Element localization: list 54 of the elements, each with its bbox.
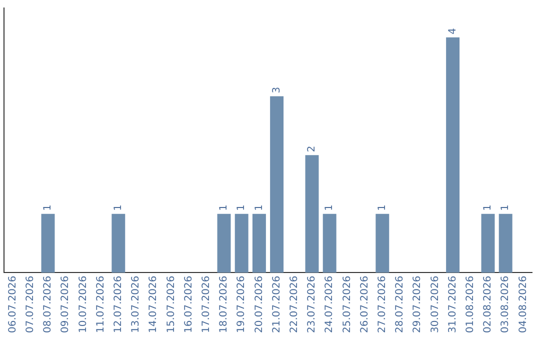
bar <box>446 37 460 273</box>
x-tick-label: 29.07.2026 <box>412 276 424 334</box>
bar <box>322 214 336 273</box>
x-tick-label: 14.07.2026 <box>148 276 160 334</box>
data-label: 1 <box>254 204 265 211</box>
x-tick-label: 28.07.2026 <box>394 276 406 334</box>
x-tick-label: 11.07.2026 <box>95 276 106 334</box>
x-tick-label: 19.07.2026 <box>236 276 248 334</box>
bar <box>376 214 390 273</box>
x-tick-label: 09.07.2026 <box>60 276 72 334</box>
x-tick-label: 18.07.2026 <box>218 276 230 334</box>
data-label: 3 <box>271 86 282 94</box>
x-tick-label: 03.08.2026 <box>500 276 512 334</box>
x-tick-label: 25.07.2026 <box>342 276 353 334</box>
x-tick-label: 08.07.2026 <box>42 276 54 334</box>
data-label: 1 <box>324 204 336 211</box>
x-tick-label: 15.07.2026 <box>166 276 177 334</box>
data-label: 1 <box>500 204 512 211</box>
x-tick-label: 16.07.2026 <box>183 276 194 334</box>
x-tick-label: 01.08.2026 <box>464 276 476 334</box>
x-tick-label: 27.07.2026 <box>376 276 388 334</box>
bar <box>217 214 231 273</box>
x-tick-label: 06.07.2026 <box>7 276 18 334</box>
data-label: 1 <box>376 204 388 211</box>
data-label: 4 <box>447 28 458 34</box>
bar <box>498 214 512 273</box>
x-tick-label: 22.07.2026 <box>288 276 300 334</box>
bar <box>41 214 55 273</box>
bar <box>112 214 126 273</box>
x-tick-label: 04.08.2026 <box>518 276 529 334</box>
x-tick-label: 20.07.2026 <box>254 276 265 334</box>
x-tick-label: 10.07.2026 <box>78 276 89 334</box>
bar <box>252 214 266 273</box>
x-tick-label: 12.07.2026 <box>112 276 124 334</box>
x-tick-label: 17.07.2026 <box>200 276 212 334</box>
data-label: 1 <box>218 204 230 211</box>
data-label: 1 <box>482 204 494 211</box>
data-label: 2 <box>306 146 318 152</box>
bar <box>305 155 319 273</box>
bar <box>481 214 495 273</box>
x-tick-label: 02.08.2026 <box>482 276 494 334</box>
bar <box>270 96 284 273</box>
x-tick-label: 21.07.2026 <box>271 276 282 334</box>
x-tick-label: 31.07.2026 <box>447 276 458 334</box>
data-label: 1 <box>112 204 124 211</box>
x-tick-label: 07.07.2026 <box>24 276 36 334</box>
bar <box>234 214 248 273</box>
x-tick-label: 30.07.2026 <box>430 276 441 334</box>
data-label: 1 <box>236 204 248 211</box>
x-tick-label: 24.07.2026 <box>324 276 336 334</box>
x-tick-label: 26.07.2026 <box>359 276 370 334</box>
data-label: 1 <box>42 204 54 211</box>
x-tick-label: 23.07.2026 <box>306 276 318 334</box>
x-tick-label: 13.07.2026 <box>130 276 142 334</box>
